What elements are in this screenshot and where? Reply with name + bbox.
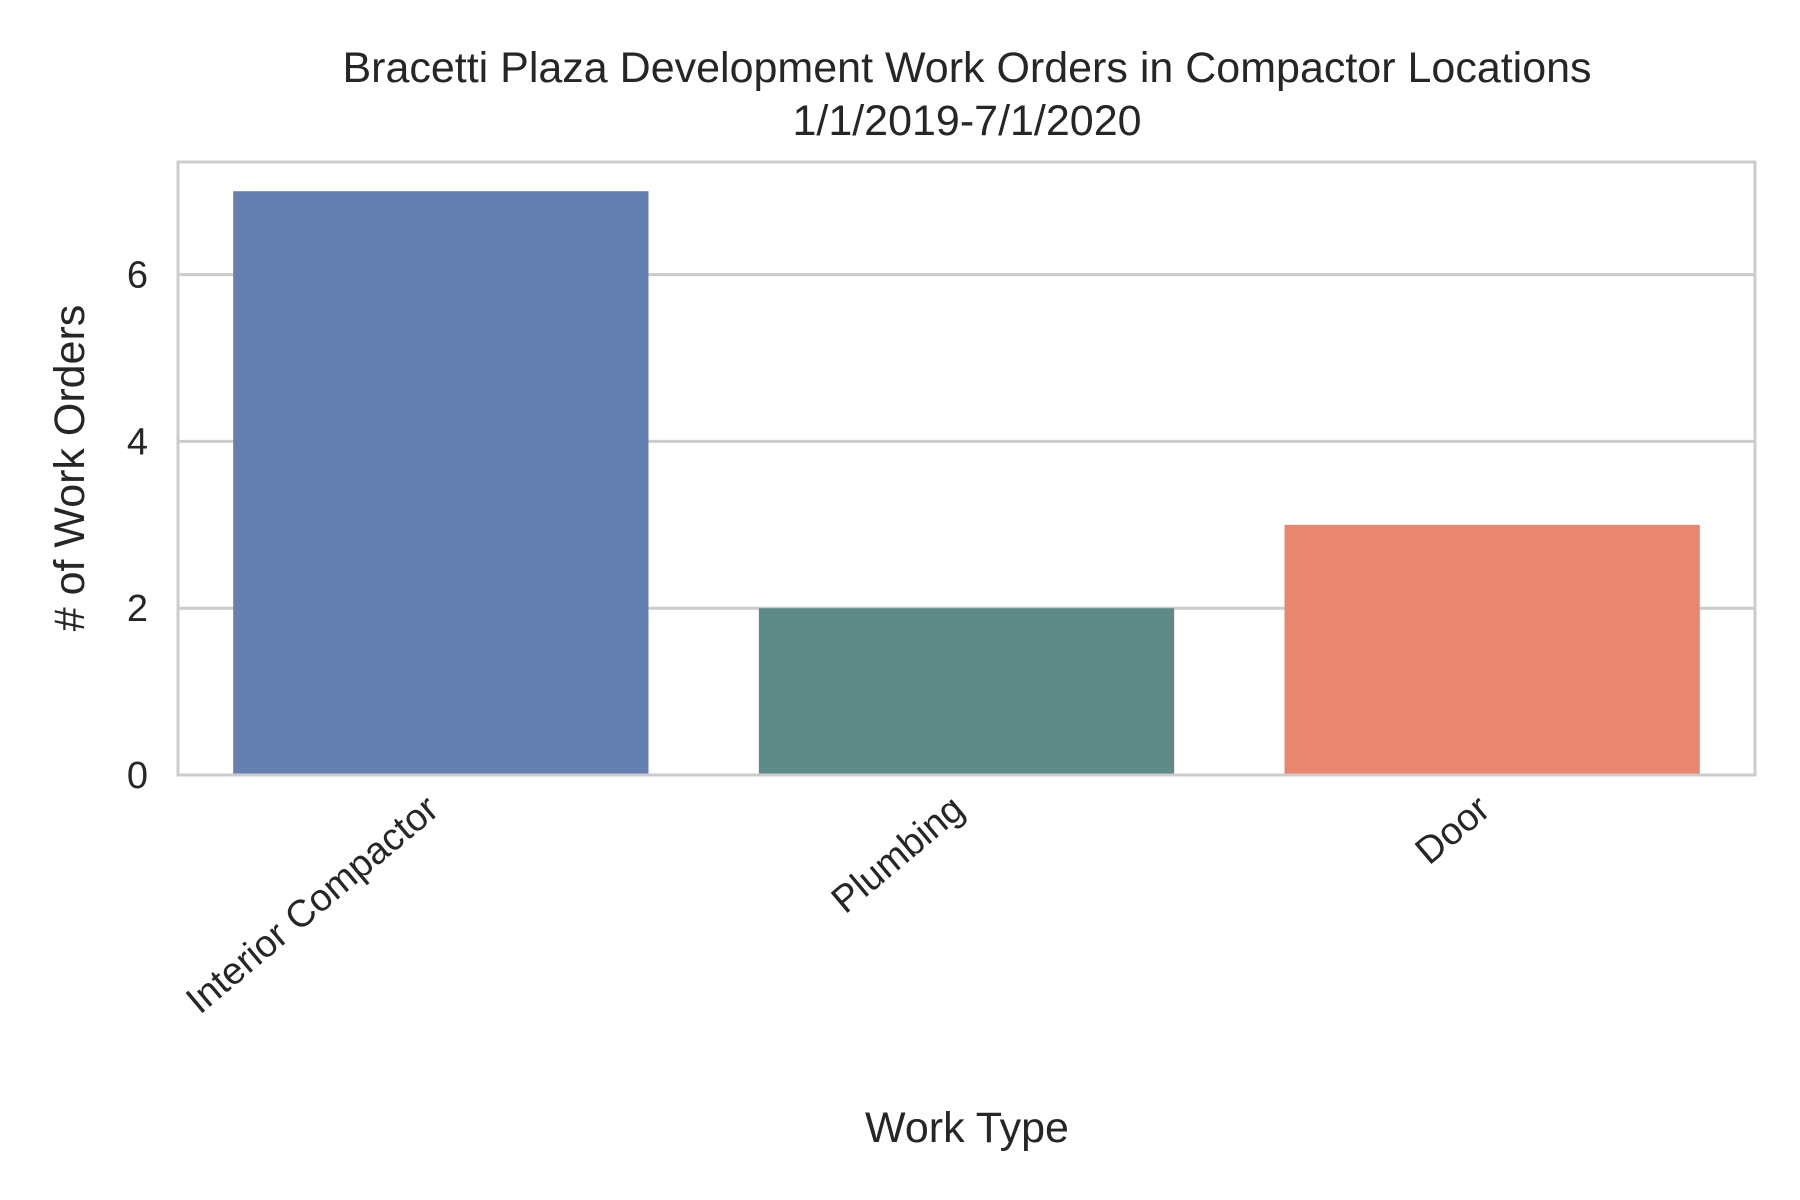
y-axis-label: # of Work Orders xyxy=(46,305,94,632)
y-tick-label: 2 xyxy=(127,588,148,630)
y-tick-label: 6 xyxy=(127,255,148,297)
bar-interior-compactor xyxy=(233,191,649,775)
bar-plumbing xyxy=(758,608,1175,775)
x-axis-label: Work Type xyxy=(865,1104,1069,1152)
y-tick-label: 0 xyxy=(127,755,148,797)
y-tick-labels: 0 2 4 6 xyxy=(127,255,148,797)
chart-title: Bracetti Plaza Development Work Orders i… xyxy=(342,44,1591,92)
plot-frame xyxy=(176,160,1757,777)
bars xyxy=(233,191,1700,775)
chart-subtitle: 1/1/2019-7/1/2020 xyxy=(792,97,1141,145)
y-tick-label: 4 xyxy=(127,421,148,463)
bar-door xyxy=(1284,524,1700,775)
